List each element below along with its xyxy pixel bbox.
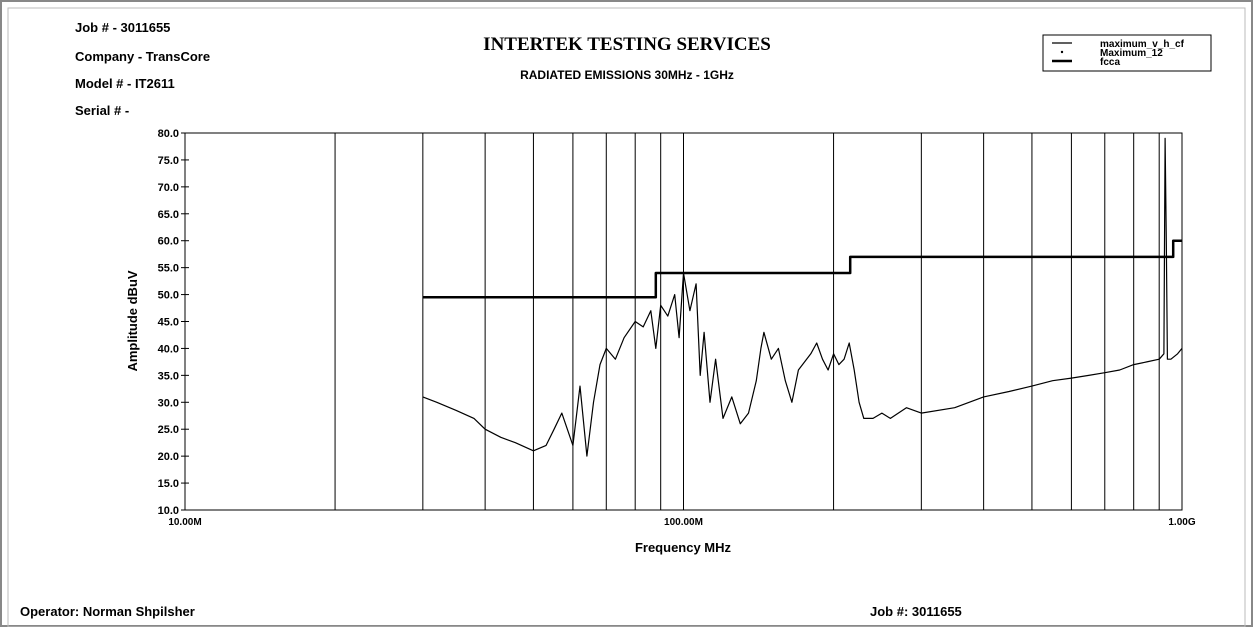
y-tick-label: 75.0 bbox=[158, 155, 179, 167]
legend-swatch bbox=[1060, 50, 1064, 54]
footer-right: Job #: 3011655 bbox=[870, 604, 962, 619]
y-tick-label: 55.0 bbox=[158, 263, 179, 275]
header-line: Model # - IT2611 bbox=[75, 76, 175, 91]
y-tick-label: 60.0 bbox=[158, 236, 179, 248]
y-tick-label: 30.0 bbox=[158, 397, 179, 409]
header-line: Job # - 3011655 bbox=[75, 20, 170, 35]
y-tick-label: 70.0 bbox=[158, 182, 179, 194]
header-line: Serial # - bbox=[75, 103, 129, 118]
x-tick-label: 10.00M bbox=[168, 517, 201, 528]
legend-label: Maximum_12 bbox=[1100, 48, 1163, 59]
y-tick-label: 80.0 bbox=[158, 128, 179, 140]
chart-title: INTERTEK TESTING SERVICES bbox=[483, 34, 771, 55]
header-line: Company - TransCore bbox=[75, 49, 210, 64]
y-tick-label: 15.0 bbox=[158, 478, 179, 490]
series-line bbox=[422, 137, 1183, 457]
y-tick-label: 35.0 bbox=[158, 370, 179, 382]
y-tick-label: 20.0 bbox=[158, 451, 179, 463]
y-tick-label: 45.0 bbox=[158, 317, 179, 329]
legend-label: fcca bbox=[1100, 57, 1120, 68]
footer-left: Operator: Norman Shpilsher bbox=[20, 604, 195, 619]
y-tick-label: 65.0 bbox=[158, 209, 179, 221]
legend-label: maximum_v_h_cf bbox=[1100, 39, 1185, 50]
series-line bbox=[422, 239, 1182, 299]
y-tick-label: 50.0 bbox=[158, 290, 179, 302]
chart-subtitle: RADIATED EMISSIONS 30MHz - 1GHz bbox=[520, 68, 734, 82]
y-tick-label: 25.0 bbox=[158, 424, 179, 436]
x-tick-label: 100.00M bbox=[664, 517, 703, 528]
y-tick-label: 40.0 bbox=[158, 343, 179, 355]
x-tick-label: 1.00G bbox=[1168, 517, 1195, 528]
y-axis-label: Amplitude dBuV bbox=[125, 270, 140, 371]
x-axis-label: Frequency MHz bbox=[635, 540, 732, 555]
y-tick-label: 10.0 bbox=[158, 505, 179, 517]
legend-box bbox=[1042, 34, 1212, 72]
